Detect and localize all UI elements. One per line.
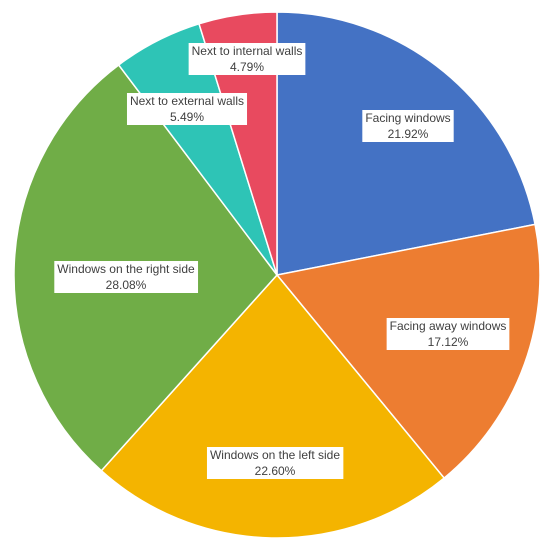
slice-value-text: 22.60%: [255, 464, 296, 478]
pie-slice-next-to-internal-walls: [198, 11, 278, 276]
slice-value-text: 4.79%: [230, 60, 264, 74]
pie-slice-facing-away-windows: [275, 223, 541, 480]
pie-slices: [13, 11, 541, 539]
slice-value-text: 21.92%: [388, 127, 429, 141]
slice-label-text: Windows on the right side: [57, 262, 195, 276]
slice-label-text: Facing away windows: [390, 319, 507, 333]
data-label-facing-windows: Facing windows 21.92%: [362, 110, 454, 142]
data-label-box: [386, 318, 510, 350]
data-label-next-to-internal-walls: Next to internal walls 4.79%: [188, 43, 306, 75]
data-label-box: [362, 110, 454, 142]
data-label-next-to-external-walls: Next to external walls 5.49%: [126, 93, 248, 125]
slice-value-text: 5.49%: [170, 110, 204, 124]
data-label-facing-away-windows: Facing away windows 17.12%: [386, 318, 510, 350]
pie-slice-windows-on-the-left-side: [100, 273, 446, 539]
pie-labels: Facing windows 21.92% Facing away windows 1…: [54, 43, 510, 479]
data-label-windows-on-the-right-side: Windows on the right side 28.08%: [54, 261, 199, 293]
slice-label-text: Facing windows: [365, 111, 450, 125]
slice-label-text: Next to internal walls: [192, 44, 303, 58]
data-label-box: [126, 93, 248, 125]
data-label-box: [54, 261, 199, 293]
slice-label-text: Windows on the left side: [210, 448, 340, 462]
slice-value-text: 28.08%: [106, 278, 147, 292]
slice-value-text: 17.12%: [428, 335, 469, 349]
data-label-windows-on-the-left-side: Windows on the left side 22.60%: [206, 447, 344, 479]
data-label-box: [188, 43, 306, 75]
slice-label-text: Next to external walls: [130, 94, 244, 108]
data-label-box: [206, 447, 344, 479]
pie-slice-facing-windows: [276, 11, 536, 276]
